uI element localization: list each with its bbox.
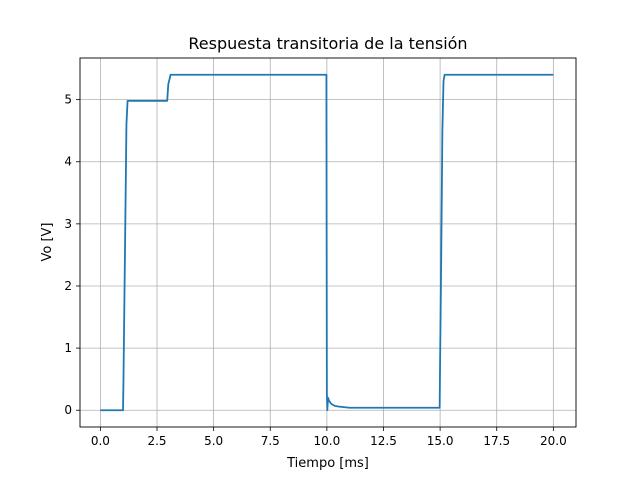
grid [80,58,576,427]
x-tick-label: 7.5 [261,434,280,448]
y-tick-label: 1 [64,341,72,355]
x-tick-label: 10.0 [314,434,341,448]
x-tick-label: 17.5 [483,434,510,448]
x-tick-label: 12.5 [370,434,397,448]
series-line [100,73,554,412]
chart-title: Respuesta transitoria de la tensión [188,34,467,53]
ticks: 0.0 2.5 5.0 7.5 10.0 12.5 15.0 17.5 20.0 0 1 2 3 4 5 [64,93,566,448]
y-tick-label: 3 [64,217,72,231]
x-axis-label: Tiempo [ms] [286,456,369,471]
y-tick-label: 0 [64,403,72,417]
x-tick-label: 5.0 [204,434,223,448]
plot-frame [79,57,577,428]
y-axis-label: Vo [V] [40,222,55,261]
x-tick-label: 15.0 [427,434,454,448]
y-tick-label: 5 [64,93,72,107]
x-tick-label: 20.0 [540,434,567,448]
y-tick-label: 2 [64,279,72,293]
y-tick-label: 4 [64,155,72,169]
x-tick-label: 0.0 [91,434,110,448]
x-tick-label: 2.5 [147,434,166,448]
